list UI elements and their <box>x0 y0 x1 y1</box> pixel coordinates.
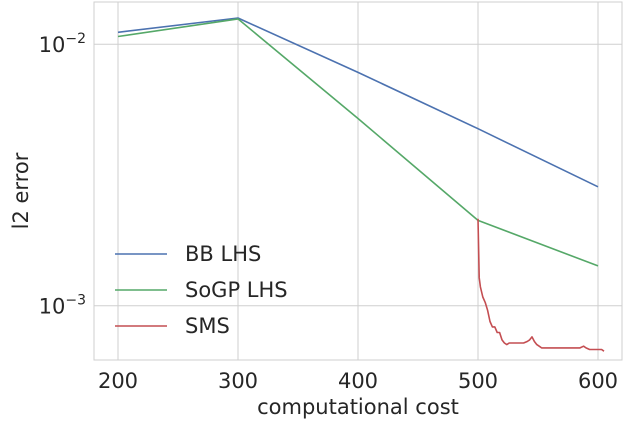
x-tick-label: 600 <box>578 369 618 393</box>
x-tick-label: 500 <box>458 369 498 393</box>
x-tick-label: 300 <box>218 369 258 393</box>
legend-label: BB LHS <box>185 242 261 266</box>
series-line-bb-lhs <box>117 17 599 188</box>
y-tick-labels: 10−2 10−3 <box>39 31 86 319</box>
legend: BB LHS SoGP LHS SMS <box>115 242 288 338</box>
x-tick-labels: 200 300 400 500 600 <box>98 369 618 393</box>
grid <box>94 2 622 360</box>
y-axis-label: l2 error <box>9 152 33 229</box>
x-tick-label: 400 <box>338 369 378 393</box>
legend-label: SoGP LHS <box>185 278 288 302</box>
x-tick-label: 200 <box>98 369 138 393</box>
y-tick-label: 10−2 <box>39 31 86 57</box>
series-line-sogp-lhs <box>117 18 599 267</box>
x-axis-label: computational cost <box>257 395 459 419</box>
plot-frame <box>93 1 623 361</box>
legend-label: SMS <box>185 314 230 338</box>
y-tick-label: 10−3 <box>39 293 86 319</box>
series-line-sms <box>477 218 605 352</box>
series-group <box>117 17 605 352</box>
